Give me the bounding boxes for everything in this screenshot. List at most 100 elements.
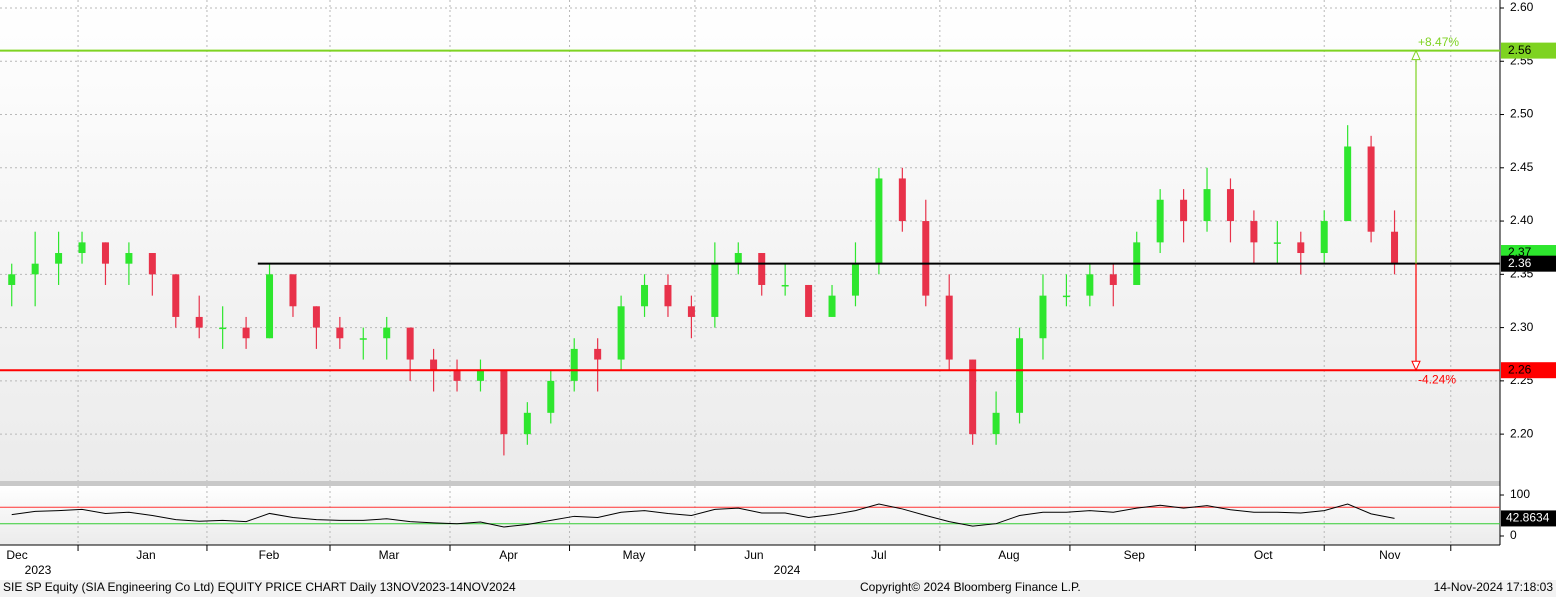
candle-body xyxy=(1062,295,1070,298)
candle-body xyxy=(969,359,977,435)
candle-body xyxy=(312,306,320,328)
candle-body xyxy=(617,306,625,360)
candle-body xyxy=(570,348,578,381)
y-tick-label: 2.40 xyxy=(1510,213,1534,227)
candle-body xyxy=(383,327,391,339)
footer-right: 14-Nov-2024 17:18:03 xyxy=(1434,580,1554,594)
range-annotation: +8.47% xyxy=(1418,35,1459,49)
candle-body xyxy=(992,412,1000,435)
rsi-last-box xyxy=(1501,510,1556,527)
candle-body xyxy=(828,295,836,317)
candle-body xyxy=(898,178,906,222)
candle-body xyxy=(805,284,813,317)
candle-body xyxy=(78,242,86,254)
candle-body xyxy=(31,263,39,275)
candle-body xyxy=(734,253,742,264)
candle-body xyxy=(781,284,789,287)
x-tick-label: Jul xyxy=(871,548,886,562)
candle-body xyxy=(1156,199,1164,243)
rsi-tick-label: 0 xyxy=(1510,528,1517,542)
x-tick-label: Jun xyxy=(744,548,763,562)
level-label: 2.26 xyxy=(1508,362,1532,376)
candle-body xyxy=(758,253,766,285)
candle-body xyxy=(1016,338,1024,413)
arrow-head xyxy=(1411,360,1421,372)
candle-body xyxy=(1250,221,1258,243)
y-tick-label: 2.60 xyxy=(1510,0,1534,14)
footer-left: SIE SP Equity (SIA Engineering Co Ltd) E… xyxy=(3,580,516,594)
y-tick-label: 2.50 xyxy=(1510,107,1534,121)
candle-body xyxy=(1344,146,1352,222)
candle-body xyxy=(922,221,930,296)
x-tick-label: Feb xyxy=(259,548,280,562)
candle-body xyxy=(1297,242,1305,254)
candle-body xyxy=(641,284,649,307)
candle-body xyxy=(336,327,344,339)
rsi-line xyxy=(11,503,1395,528)
candle-body xyxy=(55,253,63,264)
candle-body xyxy=(547,380,555,413)
candle-body xyxy=(1086,274,1094,296)
x-tick-label: Dec xyxy=(6,548,27,562)
candle-body xyxy=(1180,199,1188,222)
y-tick-label: 2.30 xyxy=(1510,320,1534,334)
candle-body xyxy=(219,327,227,330)
candle-body xyxy=(945,295,953,360)
price-panel xyxy=(0,0,1500,481)
candle-body xyxy=(1203,189,1211,222)
panel-divider xyxy=(0,481,1500,486)
candle-body xyxy=(851,263,859,296)
candle-body xyxy=(289,274,297,307)
x-tick-label: Apr xyxy=(499,548,518,562)
level-box xyxy=(1501,42,1556,59)
candle-body xyxy=(1367,146,1375,232)
candle-body xyxy=(8,274,16,285)
level-box xyxy=(1501,362,1556,379)
candle-body xyxy=(101,242,109,264)
rsi-panel xyxy=(0,486,1500,545)
candle-body xyxy=(266,274,274,339)
candle-body xyxy=(453,370,461,381)
rsi-last-label: 42.8634 xyxy=(1506,511,1550,525)
footer-bar xyxy=(0,580,1556,597)
candle-body xyxy=(1039,295,1047,339)
rsi-tick-label: 100 xyxy=(1510,487,1530,501)
arrow-head xyxy=(1411,49,1421,61)
candle-body xyxy=(476,370,484,381)
candle-body xyxy=(406,327,414,360)
level-label: 2.56 xyxy=(1508,43,1532,57)
x-tick-label: Mar xyxy=(379,548,400,562)
candle-body xyxy=(172,274,180,317)
x-tick-label: Oct xyxy=(1254,548,1273,562)
candle-body xyxy=(594,348,602,360)
x-tick-label: Nov xyxy=(1379,548,1400,562)
candle-body xyxy=(430,359,438,371)
candle-body xyxy=(1320,221,1328,254)
candle-body xyxy=(242,327,250,339)
candle-body xyxy=(359,338,367,340)
candle-body xyxy=(1109,274,1117,285)
candle-body xyxy=(1226,189,1234,222)
year-label: 2024 xyxy=(774,563,801,577)
level-box xyxy=(1501,255,1556,272)
level-label: 2.36 xyxy=(1508,256,1532,270)
candle-body xyxy=(195,316,203,328)
x-tick-label: Sep xyxy=(1124,548,1146,562)
candle-body xyxy=(523,412,531,435)
candle-body xyxy=(687,306,695,317)
candle-body xyxy=(500,370,508,435)
y-tick-label: 2.45 xyxy=(1510,160,1534,174)
candle-body xyxy=(711,263,719,317)
year-label: 2023 xyxy=(25,563,52,577)
range-annotation: -4.24% xyxy=(1418,372,1456,386)
x-tick-label: Jan xyxy=(136,548,155,562)
candle-body xyxy=(148,253,156,275)
x-tick-label: Aug xyxy=(998,548,1019,562)
footer-center: Copyright© 2024 Bloomberg Finance L.P. xyxy=(860,580,1081,594)
candle-body xyxy=(1273,242,1281,244)
y-tick-label: 2.20 xyxy=(1510,426,1534,440)
candle-body xyxy=(875,178,883,264)
candle-body xyxy=(125,253,133,264)
x-tick-label: May xyxy=(623,548,646,562)
